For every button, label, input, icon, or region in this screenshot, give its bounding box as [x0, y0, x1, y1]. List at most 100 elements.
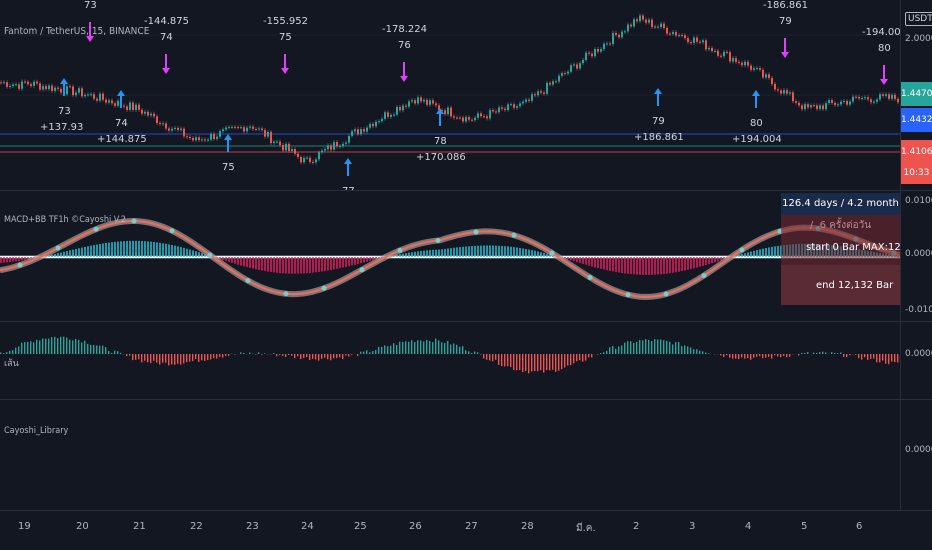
candles-group — [0, 13, 899, 165]
candle-body — [828, 100, 830, 104]
histogram-bar — [90, 344, 92, 354]
histogram-bar — [294, 354, 296, 359]
histogram-bar — [198, 354, 200, 362]
histogram-bar — [654, 339, 656, 354]
macd-hist-bar — [297, 257, 299, 274]
macd-hist-bar — [618, 257, 620, 273]
macd-hist-bar — [750, 251, 752, 257]
candle-body — [45, 86, 47, 90]
histogram-bar — [183, 354, 185, 364]
price-pane[interactable]: 73 74 -144.875 75 -155.952 76 -178.224 79 -186.8… — [0, 0, 900, 190]
time-axis[interactable]: 19 20 21 22 23 24 25 26 27 28 มี.ค. 2 3 4 5 6 — [0, 511, 932, 550]
macd-title[interactable]: MACD+BB TF1h ©Cayoshi V.2 — [4, 215, 126, 225]
candle-body — [24, 81, 26, 83]
histogram-bar — [618, 346, 620, 354]
histogram-bar — [24, 342, 26, 354]
pane-divider[interactable] — [0, 321, 932, 322]
candle-body — [897, 98, 899, 103]
candle-body — [840, 101, 842, 105]
macd-hist-bar — [426, 250, 428, 257]
macd-hist-bar — [669, 257, 671, 274]
candle-body — [111, 100, 113, 104]
candle-body — [168, 128, 170, 131]
candle-body — [135, 104, 137, 111]
macd-hist-bar — [516, 247, 518, 257]
symbol-title[interactable]: Fantom / TetherUS, 15, BINANCE — [4, 26, 150, 37]
candle-body — [759, 68, 761, 70]
histogram-bar — [18, 346, 20, 354]
macd-hist-bar — [690, 257, 692, 270]
candle-body — [654, 26, 656, 28]
candle-body — [783, 90, 785, 94]
histogram-bar — [783, 354, 785, 356]
histogram-bar — [540, 354, 542, 371]
macd-hist-bar — [270, 257, 272, 273]
histogram-bar — [624, 342, 626, 354]
histogram-bar — [180, 354, 182, 365]
macd-hist-bar — [597, 257, 599, 269]
macd-hist-bar — [447, 248, 449, 257]
histogram-bar — [54, 336, 56, 354]
macd-hist-bar — [534, 250, 536, 257]
histogram-bar — [825, 352, 827, 354]
histogram-bar — [189, 354, 191, 362]
library-title[interactable]: Cayoshi_Library — [4, 426, 69, 436]
macd-hist-bar — [456, 247, 458, 257]
candle-body — [738, 61, 740, 63]
macd-hist-bar — [408, 252, 410, 257]
histogram-bar — [45, 338, 47, 354]
histogram-axis[interactable]: 0.0000 — [900, 322, 932, 399]
macd-hist-bar — [174, 245, 176, 257]
histogram-bar — [114, 350, 116, 354]
histogram-bar — [627, 341, 629, 354]
candle-body — [315, 159, 317, 163]
macd-pane[interactable]: MACD+BB TF1h ©Cayoshi V.2 — [0, 191, 900, 321]
candle-body — [516, 106, 518, 108]
time-label: 6 — [856, 521, 863, 532]
currency-badge[interactable]: USDT — [905, 12, 932, 26]
histogram-bar — [720, 354, 722, 356]
candle-body — [552, 81, 554, 85]
histogram-bar — [411, 340, 413, 354]
macd-dot — [739, 247, 745, 253]
candle-body — [144, 111, 146, 114]
histogram-bar — [201, 354, 203, 361]
candle-body — [222, 129, 224, 132]
macd-hist-bar — [147, 241, 149, 257]
library-axis[interactable]: 0.0000 — [900, 400, 932, 510]
candle-body — [9, 86, 11, 88]
macd-hist-bar — [582, 257, 584, 264]
histogram-bar — [456, 344, 458, 354]
histogram-bar — [396, 344, 398, 354]
candle-body — [813, 105, 815, 107]
candle-body — [249, 126, 251, 128]
candle-body — [450, 107, 452, 117]
macd-hist-bar — [195, 251, 197, 257]
candle-body — [147, 111, 149, 116]
candle-body — [696, 37, 698, 42]
candle-body — [414, 100, 416, 104]
histogram-pane[interactable]: เส้น — [0, 322, 900, 399]
pane-divider[interactable] — [0, 190, 932, 191]
histogram-bar — [537, 354, 539, 372]
macd-hist-bar — [255, 257, 257, 270]
histogram-bar — [501, 354, 503, 367]
macd-hist-bar — [579, 257, 581, 264]
pane-divider[interactable] — [0, 399, 932, 400]
histogram-bar — [636, 341, 638, 354]
candle-body — [483, 116, 485, 118]
candle-body — [198, 137, 200, 141]
buy-label-num: 75 — [222, 162, 235, 173]
histogram-axis-label: 0.0000 — [905, 349, 932, 359]
candle-body — [375, 121, 377, 127]
price-tag: 1.4106 — [901, 140, 932, 164]
histogram-title[interactable]: เส้น — [4, 359, 19, 369]
candle-body — [744, 61, 746, 66]
histogram-bar — [765, 354, 767, 358]
buy-label-value: +170.086 — [416, 152, 466, 163]
histogram-bar — [561, 354, 563, 370]
library-pane[interactable]: Cayoshi_Library — [0, 400, 900, 510]
sell-label-num: 79 — [779, 16, 792, 27]
macd-hist-bar — [705, 257, 707, 266]
